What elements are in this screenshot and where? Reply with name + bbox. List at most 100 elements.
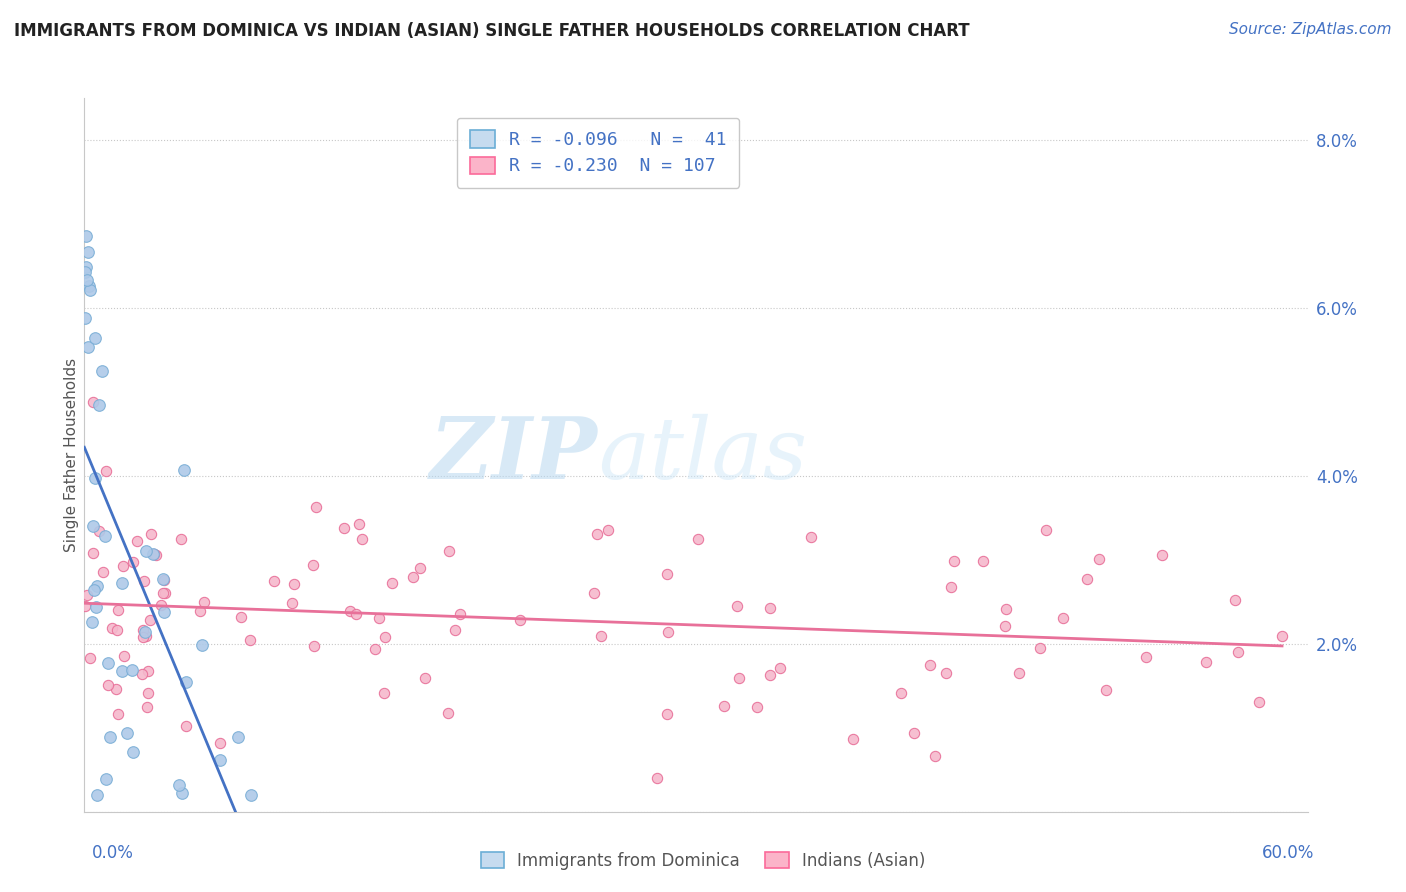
Point bbox=[409, 560, 432, 574]
Point bbox=[800, 530, 823, 544]
Point bbox=[75, 260, 97, 274]
Point bbox=[238, 633, 260, 648]
Point bbox=[759, 667, 782, 681]
Point bbox=[208, 753, 231, 767]
Point bbox=[101, 621, 124, 635]
Point bbox=[1135, 649, 1157, 664]
Point bbox=[768, 661, 790, 675]
Point bbox=[135, 629, 157, 643]
Point bbox=[381, 575, 404, 590]
Point bbox=[339, 604, 361, 618]
Point bbox=[972, 554, 994, 568]
Point bbox=[77, 245, 100, 260]
Point bbox=[226, 730, 249, 744]
Point bbox=[231, 610, 253, 624]
Point bbox=[145, 548, 167, 562]
Text: 0.0%: 0.0% bbox=[91, 844, 134, 862]
Point bbox=[647, 771, 669, 785]
Point bbox=[131, 667, 153, 681]
Point bbox=[903, 725, 925, 739]
Point bbox=[713, 699, 735, 714]
Point bbox=[759, 600, 782, 615]
Point bbox=[304, 640, 326, 654]
Point bbox=[75, 599, 97, 613]
Point bbox=[209, 736, 232, 750]
Point bbox=[104, 682, 127, 697]
Point bbox=[655, 706, 678, 721]
Point bbox=[174, 675, 197, 690]
Point bbox=[942, 554, 965, 568]
Point bbox=[135, 544, 157, 558]
Point bbox=[152, 572, 174, 586]
Point bbox=[73, 311, 96, 326]
Point bbox=[373, 686, 395, 700]
Point bbox=[655, 566, 678, 581]
Point bbox=[111, 576, 134, 591]
Point bbox=[994, 618, 1017, 632]
Point bbox=[170, 787, 193, 801]
Point bbox=[1271, 628, 1294, 642]
Point bbox=[509, 614, 531, 628]
Point bbox=[98, 730, 121, 744]
Point bbox=[444, 623, 467, 637]
Point bbox=[745, 699, 768, 714]
Point bbox=[190, 604, 212, 618]
Point bbox=[890, 686, 912, 700]
Point bbox=[134, 624, 156, 639]
Point bbox=[76, 588, 98, 602]
Point bbox=[121, 745, 143, 759]
Point bbox=[939, 580, 962, 594]
Point bbox=[1223, 593, 1246, 607]
Point bbox=[122, 555, 145, 569]
Point bbox=[439, 544, 461, 558]
Point bbox=[657, 625, 679, 640]
Point bbox=[591, 629, 613, 643]
Point bbox=[82, 394, 104, 409]
Text: ZIP: ZIP bbox=[430, 413, 598, 497]
Point bbox=[347, 516, 370, 531]
Point bbox=[142, 547, 165, 561]
Point bbox=[136, 686, 159, 700]
Point bbox=[96, 772, 118, 786]
Point bbox=[283, 576, 305, 591]
Point bbox=[1195, 656, 1218, 670]
Point bbox=[363, 641, 385, 656]
Point bbox=[86, 579, 108, 593]
Point bbox=[167, 778, 190, 792]
Point bbox=[91, 364, 114, 378]
Point bbox=[136, 699, 159, 714]
Point bbox=[1227, 645, 1250, 659]
Point bbox=[139, 613, 162, 627]
Y-axis label: Single Father Households: Single Father Households bbox=[63, 358, 79, 552]
Point bbox=[86, 788, 108, 802]
Point bbox=[132, 624, 155, 638]
Point bbox=[153, 605, 176, 619]
Point bbox=[402, 570, 425, 584]
Point bbox=[152, 586, 174, 600]
Point bbox=[83, 582, 105, 597]
Point bbox=[305, 500, 328, 515]
Point bbox=[79, 650, 101, 665]
Point bbox=[139, 527, 162, 541]
Point bbox=[121, 663, 143, 677]
Point bbox=[332, 521, 354, 535]
Point bbox=[1095, 682, 1118, 697]
Text: Source: ZipAtlas.com: Source: ZipAtlas.com bbox=[1229, 22, 1392, 37]
Point bbox=[350, 532, 373, 546]
Point bbox=[1008, 665, 1031, 680]
Point bbox=[87, 524, 110, 539]
Point bbox=[281, 596, 304, 610]
Point bbox=[96, 464, 118, 478]
Point bbox=[1249, 695, 1271, 709]
Point bbox=[79, 279, 101, 293]
Point bbox=[344, 607, 367, 621]
Point bbox=[87, 398, 110, 412]
Point bbox=[80, 615, 103, 629]
Text: IMMIGRANTS FROM DOMINICA VS INDIAN (ASIAN) SINGLE FATHER HOUSEHOLDS CORRELATION : IMMIGRANTS FROM DOMINICA VS INDIAN (ASIA… bbox=[14, 22, 970, 40]
Legend: Immigrants from Dominica, Indians (Asian): Immigrants from Dominica, Indians (Asian… bbox=[474, 846, 932, 877]
Point bbox=[415, 671, 437, 685]
Point bbox=[82, 519, 104, 533]
Point bbox=[301, 558, 323, 572]
Point bbox=[112, 649, 135, 664]
Point bbox=[75, 265, 97, 279]
